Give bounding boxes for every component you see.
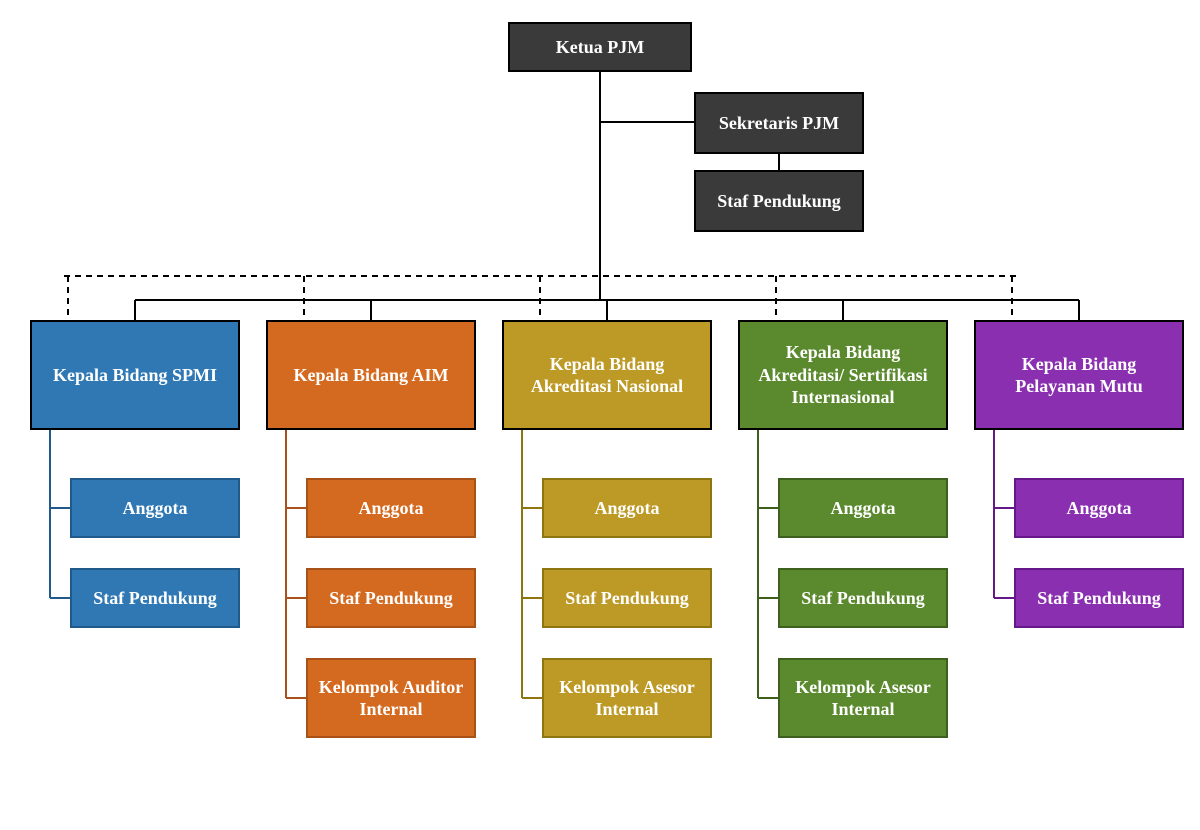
branch-2-child-0: Anggota bbox=[542, 478, 712, 538]
branch-0-child-1: Staf Pendukung bbox=[70, 568, 240, 628]
branch-0-child-0: Anggota bbox=[70, 478, 240, 538]
branch-3-child-1-label: Staf Pendukung bbox=[801, 587, 925, 610]
root-node-label: Ketua PJM bbox=[556, 36, 644, 59]
branch-3-child-0: Anggota bbox=[778, 478, 948, 538]
secretary-child-node-label: Staf Pendukung bbox=[717, 190, 841, 213]
branch-2-child-1: Staf Pendukung bbox=[542, 568, 712, 628]
branch-4-head-label: Kepala Bidang Pelayanan Mutu bbox=[984, 353, 1174, 398]
branch-1-child-0-label: Anggota bbox=[358, 497, 423, 520]
branch-1-head: Kepala Bidang AIM bbox=[266, 320, 476, 430]
branch-3-head-label: Kepala Bidang Akreditasi/ Sertifikasi In… bbox=[748, 341, 938, 409]
branch-4-head: Kepala Bidang Pelayanan Mutu bbox=[974, 320, 1184, 430]
branch-1-child-1: Staf Pendukung bbox=[306, 568, 476, 628]
branch-2-child-0-label: Anggota bbox=[594, 497, 659, 520]
branch-1-child-2-label: Kelompok Auditor Internal bbox=[316, 676, 466, 721]
secretary-child-node: Staf Pendukung bbox=[694, 170, 864, 232]
branch-0-head-label: Kepala Bidang SPMI bbox=[53, 364, 217, 387]
branch-1-child-1-label: Staf Pendukung bbox=[329, 587, 453, 610]
branch-1-head-label: Kepala Bidang AIM bbox=[293, 364, 448, 387]
branch-3-head: Kepala Bidang Akreditasi/ Sertifikasi In… bbox=[738, 320, 948, 430]
secretary-node-label: Sekretaris PJM bbox=[719, 112, 839, 135]
branch-0-head: Kepala Bidang SPMI bbox=[30, 320, 240, 430]
branch-3-child-1: Staf Pendukung bbox=[778, 568, 948, 628]
branch-3-child-2: Kelompok Asesor Internal bbox=[778, 658, 948, 738]
root-node: Ketua PJM bbox=[508, 22, 692, 72]
branch-4-child-1-label: Staf Pendukung bbox=[1037, 587, 1161, 610]
branch-3-child-0-label: Anggota bbox=[830, 497, 895, 520]
branch-2-head: Kepala Bidang Akreditasi Nasional bbox=[502, 320, 712, 430]
branch-0-child-1-label: Staf Pendukung bbox=[93, 587, 217, 610]
branch-4-child-0: Anggota bbox=[1014, 478, 1184, 538]
branch-0-child-0-label: Anggota bbox=[122, 497, 187, 520]
branch-1-child-2: Kelompok Auditor Internal bbox=[306, 658, 476, 738]
branch-3-child-2-label: Kelompok Asesor Internal bbox=[788, 676, 938, 721]
secretary-node: Sekretaris PJM bbox=[694, 92, 864, 154]
branch-1-child-0: Anggota bbox=[306, 478, 476, 538]
branch-2-child-1-label: Staf Pendukung bbox=[565, 587, 689, 610]
branch-2-head-label: Kepala Bidang Akreditasi Nasional bbox=[512, 353, 702, 398]
branch-4-child-0-label: Anggota bbox=[1066, 497, 1131, 520]
branch-4-child-1: Staf Pendukung bbox=[1014, 568, 1184, 628]
branch-2-child-2: Kelompok Asesor Internal bbox=[542, 658, 712, 738]
branch-2-child-2-label: Kelompok Asesor Internal bbox=[552, 676, 702, 721]
